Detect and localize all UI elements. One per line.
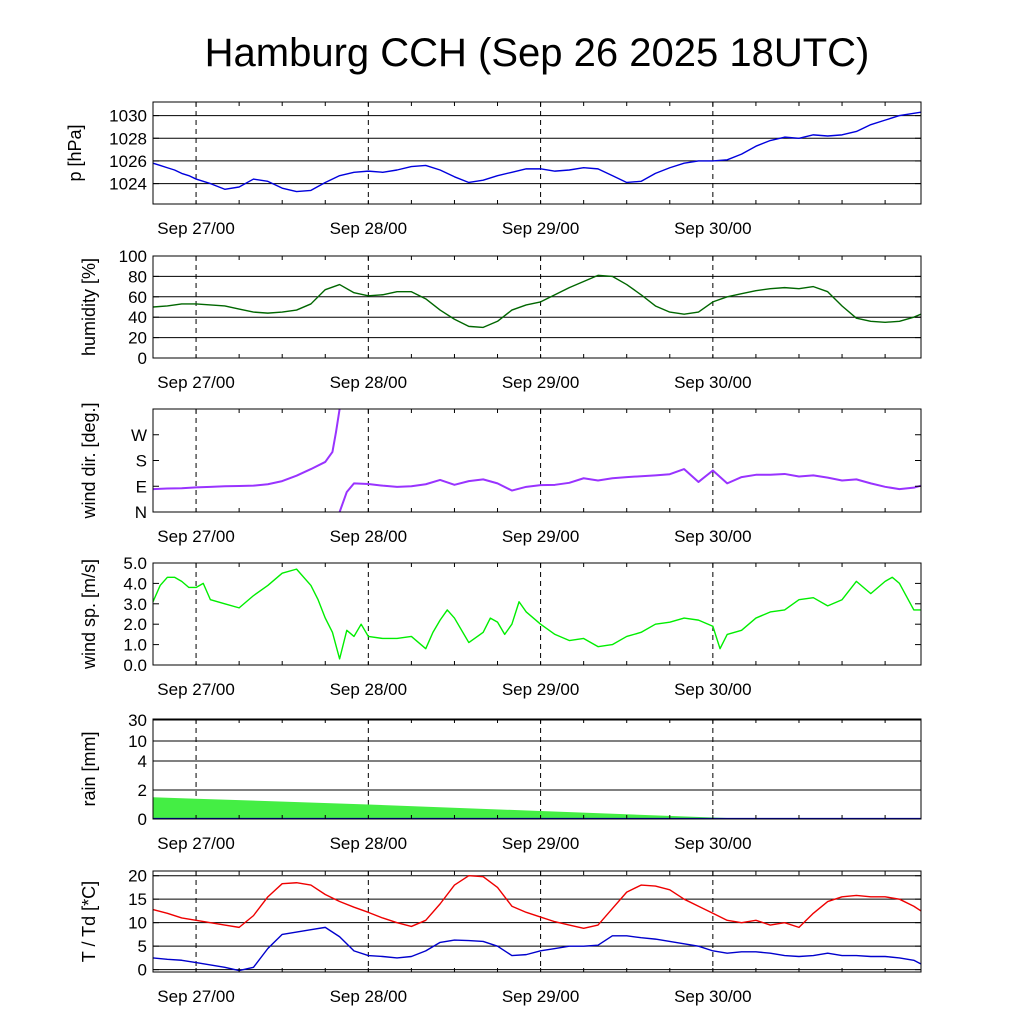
panel-frame-2 [152,408,922,513]
x-tick-label-1-1: Sep 28/00 [330,373,408,392]
y-tick-label-5-2: 10 [128,914,147,933]
y-tick-label-5-4: 20 [128,867,147,886]
y-tick-label-3-3: 3.0 [123,595,147,614]
y-tick-label-1-3: 60 [128,288,147,307]
x-tick-label-1-0: Sep 27/00 [157,373,235,392]
x-tick-label-5-2: Sep 29/00 [502,987,580,1006]
y-tick-label-0-3: 1030 [109,107,147,126]
panel-frame-5 [152,870,922,973]
x-tick-label-0-3: Sep 30/00 [674,219,752,238]
x-tick-label-0-0: Sep 27/00 [157,219,235,238]
y-tick-label-0-0: 1024 [109,175,147,194]
panel-frame-1 [152,255,922,359]
panel-2 [152,408,922,513]
y-axis-label-3: wind sp. [m/s] [79,559,99,670]
x-tick-label-2-0: Sep 27/00 [157,527,235,546]
y-tick-label-5-1: 5 [138,937,147,956]
y-tick-label-3-0: 0.0 [123,656,147,675]
x-tick-label-4-3: Sep 30/00 [674,834,752,853]
y-axis-label-0: p [hPa] [65,124,85,181]
y-tick-label-4-3: 10 [128,732,147,751]
y-tick-label-3-5: 5.0 [123,554,147,573]
y-tick-label-4-2: 4 [138,752,147,771]
y-tick-label-4-1: 2 [138,781,147,800]
x-tick-label-4-0: Sep 27/00 [157,834,235,853]
y-tick-label-4-0: 0 [138,810,147,829]
y-tick-label-1-5: 100 [119,247,147,266]
x-tick-label-1-2: Sep 29/00 [502,373,580,392]
panel-frame-0 [152,101,922,205]
x-tick-label-3-0: Sep 27/00 [157,680,235,699]
x-tick-label-3-2: Sep 29/00 [502,680,580,699]
y-axis-label-4: rain [mm] [79,731,99,806]
y-tick-label-2-1: E [136,477,147,496]
x-tick-label-5-0: Sep 27/00 [157,987,235,1006]
y-axis-label-5: T / Td [*C] [79,881,99,962]
x-tick-label-2-3: Sep 30/00 [674,527,752,546]
x-tick-label-2-1: Sep 28/00 [330,527,408,546]
x-tick-label-5-1: Sep 28/00 [330,987,408,1006]
y-tick-label-0-1: 1026 [109,152,147,171]
series-0-0 [152,111,922,193]
panel-1 [152,255,922,359]
series-2-1 [338,468,922,513]
y-tick-label-3-4: 4.0 [123,574,147,593]
x-tick-label-1-3: Sep 30/00 [674,373,752,392]
panel-5 [152,870,922,973]
y-tick-label-0-2: 1028 [109,129,147,148]
rain-area [153,797,921,819]
y-tick-label-2-0: N [135,503,147,522]
y-tick-label-1-2: 40 [128,308,147,327]
x-tick-label-4-2: Sep 29/00 [502,834,580,853]
series-5-0 [152,874,922,930]
series-3-0 [152,568,921,660]
panel-frame-4 [152,718,922,820]
panel-0 [152,101,922,205]
series-2-0 [152,408,341,491]
y-tick-label-4-4: 30 [128,711,147,730]
x-tick-label-5-3: Sep 30/00 [674,987,752,1006]
series-1-0 [152,274,922,329]
x-tick-label-0-1: Sep 28/00 [330,219,408,238]
y-axis-label-2: wind dir. [deg.] [79,402,99,519]
y-tick-label-1-0: 0 [138,349,147,368]
x-tick-label-0-2: Sep 29/00 [502,219,580,238]
y-tick-label-3-1: 1.0 [123,636,147,655]
series-5-1 [152,926,922,972]
y-tick-label-1-1: 20 [128,329,147,348]
x-tick-label-2-2: Sep 29/00 [502,527,580,546]
x-tick-label-3-1: Sep 28/00 [330,680,408,699]
x-tick-label-4-1: Sep 28/00 [330,834,408,853]
y-tick-label-2-2: S [136,452,147,471]
y-tick-label-5-3: 15 [128,890,147,909]
x-tick-label-3-3: Sep 30/00 [674,680,752,699]
panel-frame-3 [152,562,922,666]
y-tick-label-3-2: 2.0 [123,615,147,634]
y-axis-label-1: humidity [%] [79,258,99,356]
y-tick-label-1-4: 80 [128,267,147,286]
chart-title: Hamburg CCH (Sep 26 2025 18UTC) [205,31,870,75]
panel-4 [152,718,922,820]
y-tick-label-5-0: 0 [138,961,147,980]
y-tick-label-2-3: W [131,426,147,445]
panel-3 [152,562,922,666]
